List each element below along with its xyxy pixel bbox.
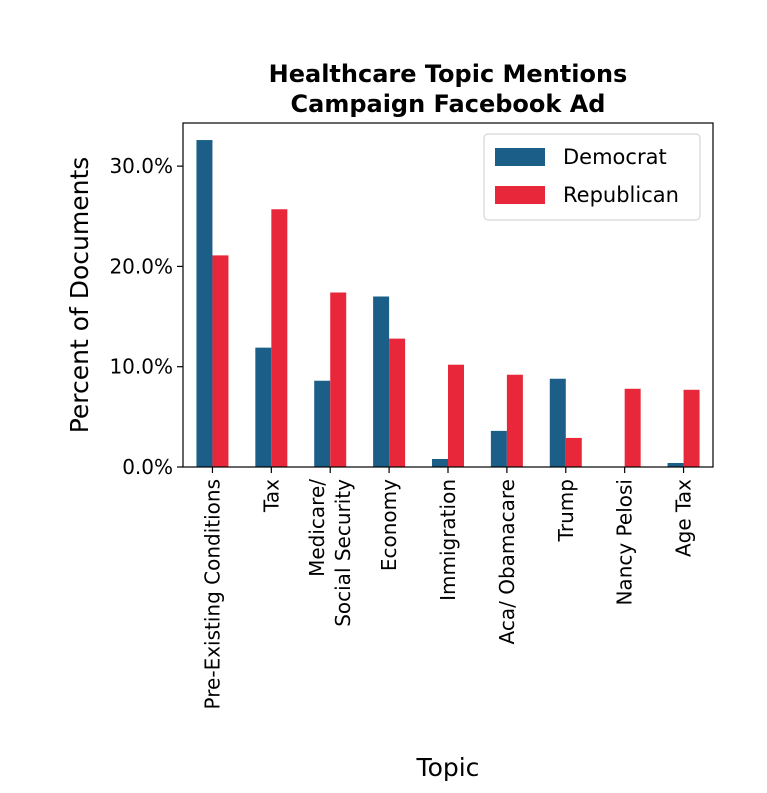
x-tick-label: Trump [554, 479, 578, 542]
y-tick-label: 0.0% [122, 455, 173, 479]
x-tick-label: Aca/ Obamacare [495, 479, 519, 644]
axes-group: 0.0% 10.0% 20.0% 30.0% Pre-Existing Conditio… [65, 122, 714, 782]
y-tick-label: 10.0% [109, 355, 173, 379]
bar-republican-2 [330, 292, 347, 467]
y-tick-label: 20.0% [109, 254, 173, 278]
bar-democrat-3 [373, 296, 390, 467]
x-tick-label-line: Pre-Existing Conditions [200, 479, 224, 709]
bar-democrat-0 [196, 140, 213, 467]
y-tick-label: 30.0% [109, 154, 173, 178]
bar-democrat-1 [255, 347, 272, 467]
x-tick-label-line: Aca/ Obamacare [495, 479, 519, 644]
x-axis-label: Topic [416, 753, 480, 782]
bar-democrat-6 [549, 378, 566, 467]
x-tick-label: Age Tax [672, 479, 696, 557]
x-tick-label-line: Immigration [436, 479, 460, 601]
bar-republican-0 [212, 255, 229, 467]
x-tick-label-line: Tax [259, 479, 283, 513]
x-tick-label-line: Age Tax [672, 479, 696, 557]
bar-republican-1 [271, 209, 288, 467]
bar-democrat-2 [314, 380, 331, 467]
chart-title-line: Healthcare Topic Mentions [269, 60, 628, 88]
legend-label-republican: Republican [563, 183, 679, 207]
legend-label-democrat: Democrat [563, 145, 667, 169]
legend-swatch-republican [495, 186, 545, 204]
bar-democrat-4 [432, 458, 448, 467]
x-tick-label: Pre-Existing Conditions [200, 479, 224, 709]
x-tick-label: Medicare/Social Security [305, 479, 355, 627]
bar-republican-7 [624, 388, 641, 467]
chart-title-line: Campaign Facebook Ad [291, 90, 606, 118]
x-tick-label: Tax [259, 479, 283, 513]
bar-republican-4 [448, 364, 464, 467]
x-tick-label-line: Social Security [331, 479, 355, 627]
bar-republican-5 [506, 374, 523, 467]
bars-group [196, 140, 700, 467]
legend-swatch-democrat [495, 148, 545, 166]
x-tick-label: Immigration [436, 479, 460, 601]
bar-republican-8 [683, 389, 700, 467]
bar-republican-6 [565, 437, 582, 467]
x-tick-label-line: Medicare/ [305, 479, 329, 577]
x-tick-label: Economy [377, 479, 401, 571]
bar-republican-3 [389, 338, 406, 467]
bar-democrat-8 [667, 462, 684, 467]
y-axis-label: Percent of Documents [65, 157, 94, 434]
x-tick-label-line: Trump [554, 479, 578, 542]
bar-democrat-5 [490, 430, 507, 467]
x-tick-label-line: Economy [377, 479, 401, 571]
x-tick-label: Nancy Pelosi [613, 479, 637, 606]
x-tick-label-line: Nancy Pelosi [613, 479, 637, 606]
legend: Democrat Republican [483, 133, 701, 221]
